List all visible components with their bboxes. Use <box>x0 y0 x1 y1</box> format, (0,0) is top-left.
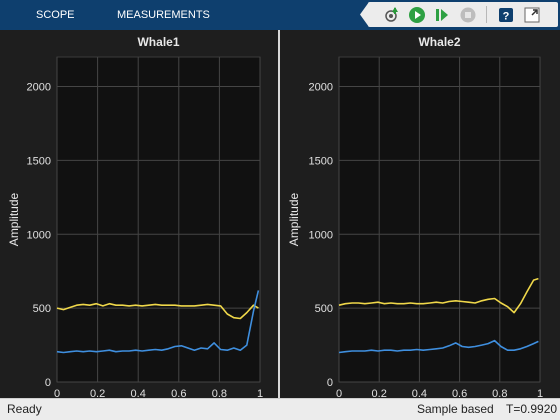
status-text: Ready <box>7 402 42 416</box>
x-tick-label: 0.4 <box>412 388 427 398</box>
tab-measurements[interactable]: MEASUREMENTS <box>117 9 210 21</box>
series-line-2 <box>56 290 260 354</box>
y-tick-label: 1000 <box>27 229 51 241</box>
plot-area[interactable] <box>56 56 261 383</box>
x-tick-label: 0.6 <box>171 388 186 398</box>
series-line-1 <box>56 302 259 320</box>
y-tick-label: 1000 <box>309 229 333 241</box>
run-icon[interactable] <box>407 5 427 25</box>
x-tick-label: 0.2 <box>90 388 105 398</box>
y-tick-label: 0 <box>327 377 333 389</box>
svg-text:?: ? <box>503 11 510 23</box>
status-sample-mode: Sample based <box>417 402 494 416</box>
y-axis-label: Amplitude <box>287 193 301 247</box>
stop-icon[interactable] <box>458 5 478 25</box>
step-forward-icon[interactable] <box>432 5 452 25</box>
status-time: T=0.9920 <box>506 402 558 416</box>
x-tick-label: 0.8 <box>492 388 507 398</box>
y-tick-label: 500 <box>33 303 51 315</box>
x-tick-label: 0.4 <box>131 388 146 398</box>
scope-display: Whale1050010001500200000.20.40.60.81Time… <box>0 30 560 398</box>
series-line-2 <box>338 339 539 354</box>
x-tick-label: 0.6 <box>452 388 467 398</box>
plot-area[interactable] <box>338 56 541 383</box>
y-tick-label: 1500 <box>309 155 333 167</box>
plot-whale2[interactable]: Whale2050010001500200000.20.40.60.81Time… <box>280 30 560 398</box>
y-tick-label: 0 <box>45 377 51 389</box>
plot-title: Whale2 <box>418 35 460 49</box>
plot-divider <box>278 30 280 398</box>
y-tick-label: 2000 <box>309 82 333 94</box>
snapshot-icon[interactable] <box>382 5 402 25</box>
x-tick-label: 1 <box>537 388 543 398</box>
toolbar-separator <box>486 6 487 23</box>
series-line-1 <box>338 277 539 314</box>
plot-whale1[interactable]: Whale1050010001500200000.20.40.60.81Time… <box>0 30 278 398</box>
y-tick-label: 1500 <box>27 155 51 167</box>
quick-access-toolbar: ? <box>360 2 558 27</box>
x-tick-label: 0 <box>336 388 342 398</box>
status-bar: Ready Sample based T=0.9920 <box>0 398 560 420</box>
x-tick-label: 0.8 <box>212 388 227 398</box>
toolstrip: SCOPE MEASUREMENTS <box>0 0 560 30</box>
y-tick-label: 2000 <box>27 82 51 94</box>
x-tick-label: 1 <box>257 388 263 398</box>
y-axis-label: Amplitude <box>7 193 21 247</box>
tab-scope[interactable]: SCOPE <box>36 9 75 21</box>
toolbar-edge <box>360 2 369 27</box>
x-tick-label: 0.2 <box>372 388 387 398</box>
plot-title: Whale1 <box>137 35 179 49</box>
x-tick-label: 0 <box>54 388 60 398</box>
help-icon[interactable]: ? <box>496 5 516 25</box>
y-tick-label: 500 <box>315 303 333 315</box>
expand-icon[interactable] <box>522 5 542 25</box>
